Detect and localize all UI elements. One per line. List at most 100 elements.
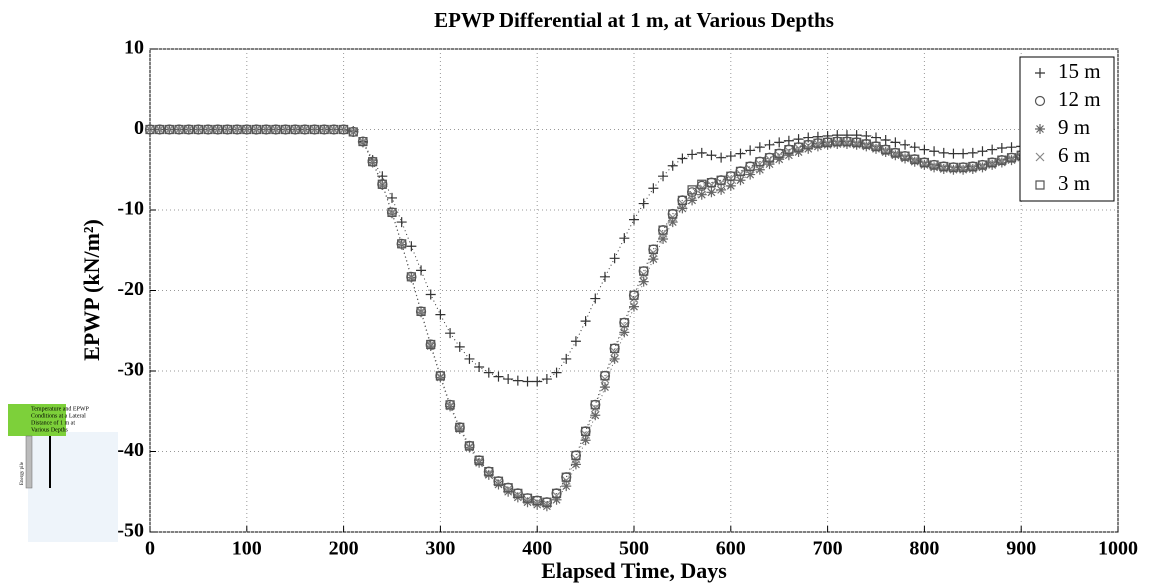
marker xyxy=(164,124,174,135)
marker xyxy=(1035,180,1045,190)
y-tick-label: -20 xyxy=(117,278,144,300)
x-tick-label: 100 xyxy=(232,538,262,560)
marker xyxy=(774,137,785,148)
marker xyxy=(938,163,949,174)
marker xyxy=(648,248,658,258)
marker xyxy=(880,134,891,145)
marker xyxy=(890,148,900,158)
marker xyxy=(561,472,571,482)
marker xyxy=(909,156,920,167)
series xyxy=(145,124,1026,507)
marker xyxy=(464,441,475,451)
inset-pile xyxy=(25,435,33,489)
marker xyxy=(987,144,998,155)
marker xyxy=(590,410,601,421)
marker xyxy=(736,169,745,179)
marker xyxy=(919,144,930,155)
marker xyxy=(319,124,329,135)
marker xyxy=(426,340,436,349)
marker xyxy=(184,124,194,135)
marker xyxy=(1035,68,1045,78)
marker xyxy=(290,124,300,135)
marker xyxy=(252,125,261,134)
x-tick-label: 400 xyxy=(522,538,552,560)
marker xyxy=(977,146,988,157)
marker xyxy=(841,138,852,149)
marker xyxy=(861,139,871,149)
marker xyxy=(677,203,688,214)
marker xyxy=(145,124,155,135)
marker xyxy=(745,169,756,180)
marker xyxy=(397,239,407,249)
marker xyxy=(725,151,736,162)
marker xyxy=(629,294,639,303)
marker xyxy=(570,336,581,347)
x-tick-label: 1000 xyxy=(1098,538,1138,560)
marker xyxy=(977,162,988,173)
marker xyxy=(339,124,349,135)
marker xyxy=(600,374,610,384)
marker xyxy=(638,198,649,209)
marker xyxy=(880,147,891,158)
marker xyxy=(609,253,620,264)
marker xyxy=(222,124,233,135)
marker xyxy=(319,125,329,134)
marker xyxy=(503,374,514,385)
marker xyxy=(948,148,959,159)
marker xyxy=(871,132,881,143)
marker xyxy=(581,430,591,440)
marker xyxy=(687,195,698,206)
marker xyxy=(735,148,746,159)
marker xyxy=(687,190,697,200)
marker xyxy=(716,175,726,185)
marker xyxy=(348,127,358,137)
inset-soil xyxy=(28,432,118,542)
marker xyxy=(493,479,504,490)
marker xyxy=(396,217,407,228)
marker xyxy=(387,207,397,217)
marker xyxy=(697,179,707,189)
legend-label: 3 m xyxy=(1058,171,1090,195)
marker xyxy=(667,160,678,171)
x-tick-label: 600 xyxy=(716,538,746,560)
inset-diagram xyxy=(8,404,118,542)
marker xyxy=(638,276,649,287)
marker xyxy=(561,353,572,364)
y-tick-label: -40 xyxy=(117,439,144,461)
marker xyxy=(929,162,940,173)
marker xyxy=(619,318,629,328)
marker xyxy=(958,162,968,172)
marker xyxy=(590,400,600,410)
marker xyxy=(541,374,552,385)
marker xyxy=(377,179,387,189)
marker xyxy=(551,488,562,498)
marker xyxy=(784,145,794,155)
x-axis-label: Elapsed Time, Days xyxy=(541,558,727,583)
marker xyxy=(716,184,727,195)
marker xyxy=(570,459,581,470)
marker xyxy=(552,491,561,501)
marker xyxy=(677,153,688,164)
marker xyxy=(1034,95,1046,107)
x-tick-label: 500 xyxy=(619,538,649,560)
marker xyxy=(764,159,775,170)
marker xyxy=(610,347,620,357)
marker xyxy=(648,254,659,265)
marker xyxy=(184,125,194,134)
marker xyxy=(261,124,271,135)
marker xyxy=(929,146,940,157)
x-tick-label: 0 xyxy=(145,538,155,560)
marker xyxy=(958,164,969,175)
marker xyxy=(619,321,629,331)
marker xyxy=(958,148,969,159)
marker xyxy=(358,136,368,147)
marker xyxy=(522,376,533,387)
marker xyxy=(639,266,649,276)
marker xyxy=(619,327,630,338)
marker xyxy=(755,159,765,169)
marker xyxy=(977,160,988,170)
marker xyxy=(223,125,232,134)
marker xyxy=(1006,142,1017,153)
marker xyxy=(822,130,833,141)
